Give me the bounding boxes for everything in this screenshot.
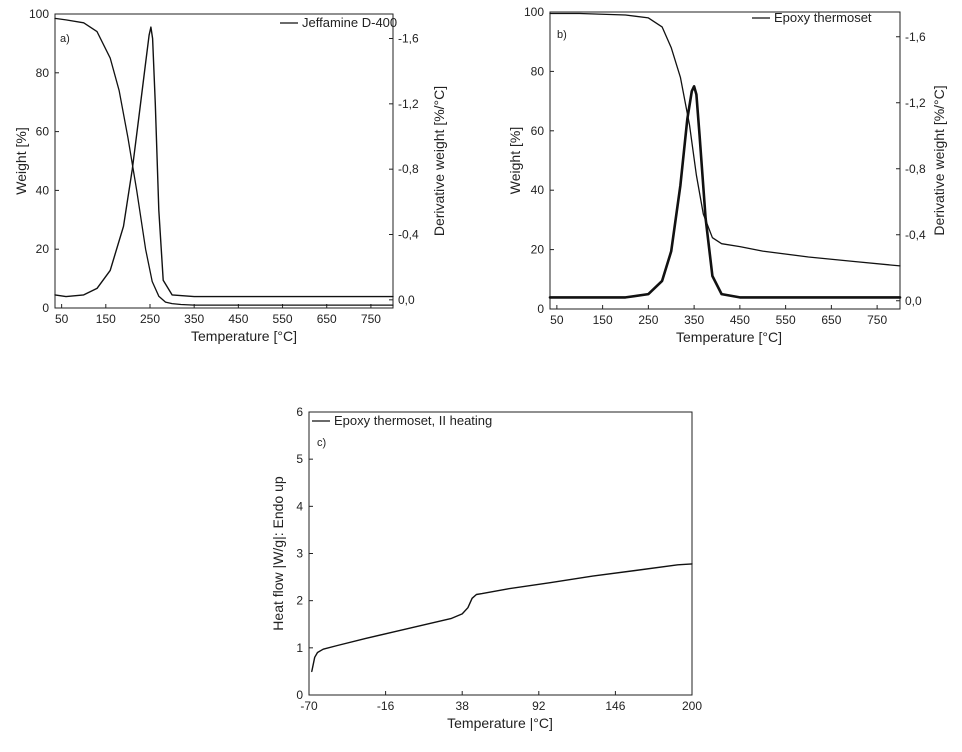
y2-tick-label: -1,2 [905, 96, 926, 110]
y-tick-label: 6 [296, 405, 303, 419]
y2-tick-label: -1,6 [398, 32, 419, 46]
x-tick-label: 38 [456, 699, 470, 713]
x-tick-label: 50 [55, 312, 69, 326]
x-tick-label: 150 [96, 312, 116, 326]
x-tick-label: 250 [638, 313, 658, 327]
x-tick-label: 550 [273, 312, 293, 326]
y-tick-label: 100 [524, 5, 544, 19]
y-tick-label: 40 [36, 183, 50, 197]
series-line-main [311, 563, 693, 673]
y-axis-title: Heat flow |W/g|: Endo up [270, 476, 286, 631]
y2-tick-label: -1,6 [905, 30, 926, 44]
y-tick-label: 40 [531, 183, 545, 197]
y-tick-label: 80 [36, 66, 50, 80]
y-tick-label: 100 [29, 7, 49, 21]
x-tick-label: 650 [317, 312, 337, 326]
y-tick-label: 60 [36, 125, 50, 139]
y-tick-label: 3 [296, 547, 303, 561]
y-tick-label: 80 [531, 64, 545, 78]
y-axis-title: Weight [%] [507, 127, 523, 194]
x-tick-label: 350 [184, 312, 204, 326]
series-line-main [549, 12, 901, 267]
y-tick-label: 2 [296, 594, 303, 608]
x-axis-title: Temperature [°C] [191, 328, 297, 344]
y2-tick-label: -0,8 [905, 162, 926, 176]
y-tick-label: 60 [531, 124, 545, 138]
series-line-derivative [548, 85, 902, 299]
chart-panel-3: -70 -16 38 92 146 200 0 1 2 3 4 5 6 Temperature |°C] H… [270, 405, 702, 731]
x-tick-label: 750 [361, 312, 381, 326]
x-tick-label: 450 [228, 312, 248, 326]
x-tick-label: -70 [300, 699, 318, 713]
y-tick-label: 20 [36, 242, 50, 256]
series-line-derivative [54, 26, 394, 298]
x-tick-label: 146 [605, 699, 625, 713]
y-tick-label: 5 [296, 452, 303, 466]
plot-frame [54, 13, 394, 309]
panel-label: a) [60, 33, 70, 45]
y2-tick-label: -0,8 [398, 162, 419, 176]
y2-tick-label: -1,2 [398, 97, 419, 111]
y-tick-label: 1 [296, 641, 303, 655]
x-tick-label: 150 [593, 313, 613, 327]
legend-label: Epoxy thermoset [774, 10, 872, 25]
y-tick-label: 0 [296, 688, 303, 702]
plot-frame [549, 11, 901, 310]
y2-axis-title: Derivative weight [%/°C] [431, 86, 447, 236]
x-tick-label: 750 [867, 313, 887, 327]
x-axis-title: Temperature |°C] [447, 715, 553, 731]
y2-axis-title: Derivative weight [%/°C] [931, 85, 947, 235]
y-axis-title: Weight [%] [13, 127, 29, 194]
chart-panel-2: 50 150 250 350 450 550 650 750 0 20 40 60 80 100 0,0 -0… [507, 5, 947, 345]
legend-label: Epoxy thermoset, II heating [334, 413, 492, 428]
x-tick-label: 450 [730, 313, 750, 327]
x-tick-label: -16 [377, 699, 395, 713]
y2-tick-label: 0,0 [398, 293, 415, 307]
x-tick-label: 650 [821, 313, 841, 327]
y2-tick-label: -0,4 [905, 228, 926, 242]
panel-label: b) [557, 29, 567, 41]
y-tick-label: 4 [296, 499, 303, 513]
x-tick-label: 350 [684, 313, 704, 327]
x-axis-title: Temperature [°C] [676, 329, 782, 345]
legend-label: Jeffamine D-400 [302, 15, 397, 30]
y-tick-label: 0 [537, 302, 544, 316]
series-line-main [54, 17, 394, 306]
x-tick-label: 92 [532, 699, 546, 713]
chart-panel-1: 50 150 250 350 450 550 650 750 0 20 40 60 80 100 0,0 -0… [13, 7, 447, 344]
panel-label: c) [317, 437, 326, 449]
x-tick-label: 550 [776, 313, 796, 327]
y-tick-label: 20 [531, 243, 545, 257]
y2-tick-label: -0,4 [398, 228, 419, 242]
y-tick-label: 0 [42, 301, 49, 315]
x-tick-label: 250 [140, 312, 160, 326]
x-tick-label: 200 [682, 699, 702, 713]
plot-frame [308, 411, 693, 696]
y2-tick-label: 0,0 [905, 294, 922, 308]
x-tick-label: 50 [550, 313, 564, 327]
